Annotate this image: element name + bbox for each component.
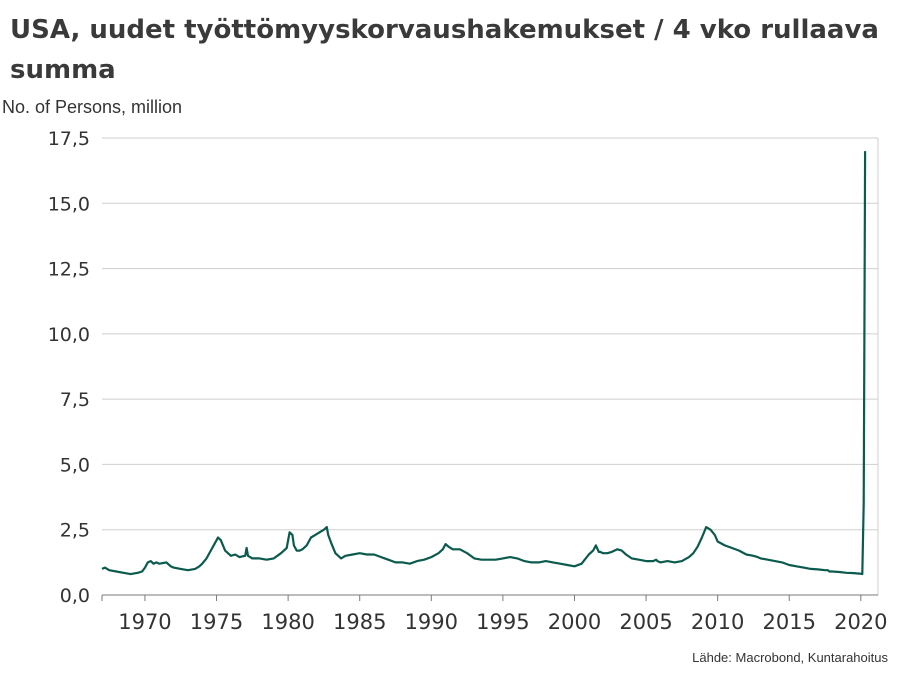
x-tick-label: 2010 <box>691 610 744 634</box>
y-tick-label: 7,5 <box>60 389 90 411</box>
y-tick-label: 0,0 <box>60 585 90 607</box>
x-tick-label: 2005 <box>619 610 672 634</box>
y-tick-label: 2,5 <box>60 520 90 542</box>
y-tick-label: 17,5 <box>48 128 90 150</box>
x-tick-label: 2020 <box>834 610 887 634</box>
x-tick-label: 1975 <box>190 610 243 634</box>
x-tick-label: 2015 <box>763 610 816 634</box>
y-tick-label: 15,0 <box>48 193 90 215</box>
source-note: Lähde: Macrobond, Kuntarahoitus <box>692 650 888 665</box>
x-tick-label: 1990 <box>405 610 458 634</box>
x-tick-label: 2000 <box>548 610 601 634</box>
chart-title: USA, uudet työttömyyskorvaushakemukset /… <box>10 15 879 85</box>
series-line <box>101 151 867 576</box>
x-tick-label: 1985 <box>333 610 386 634</box>
y-tick-label: 5,0 <box>60 454 90 476</box>
x-tick-label: 1995 <box>476 610 529 634</box>
y-tick-label: 10,0 <box>48 324 90 346</box>
y-axis-label: No. of Persons, million <box>2 97 183 117</box>
y-tick-label: 12,5 <box>48 259 90 281</box>
x-tick-label: 1980 <box>261 610 314 634</box>
x-tick-label: 1970 <box>118 610 171 634</box>
